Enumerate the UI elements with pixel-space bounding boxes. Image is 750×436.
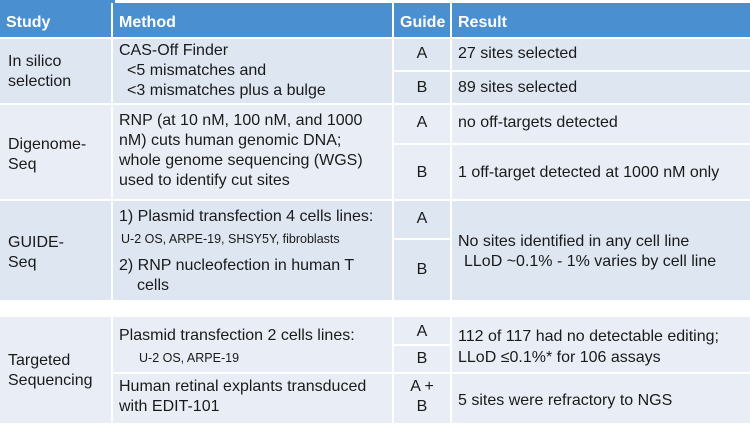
guide-seq-result-line-2: LLoD ~0.1% - 1% varies by cell line: [464, 253, 717, 270]
targeted-result-b-cell: 5 sites were refractory to NGS: [452, 374, 750, 423]
in-silico-guide-b-cell: B: [394, 72, 450, 103]
row-guide-seq-method: 1) Plasmid transfection 4 cells lines: U…: [113, 201, 392, 300]
digenome-method-line-1: RNP (at 10 nM, 100 nM, and 1000: [119, 112, 363, 129]
digenome-result-b-cell: 1 off-target detected at 1000 nM only: [452, 145, 750, 199]
targeted-result-a-cell: 112 of 117 had no detectable editing; LL…: [452, 317, 750, 372]
in-silico-method-line-2: <5 mismatches and: [127, 62, 267, 79]
digenome-result-a: no off-targets detected: [458, 114, 618, 131]
digenome-result-b: 1 off-target detected at 1000 nM only: [458, 164, 720, 181]
in-silico-guide-b: B: [416, 79, 428, 96]
guide-seq-result-line-1: No sites identified in any cell line: [458, 233, 690, 250]
guide-seq-guide-a: A: [416, 210, 428, 227]
digenome-method-line-4: used to identify cut sites: [119, 172, 290, 189]
guide-seq-guide-b: B: [416, 261, 428, 278]
guide-seq-method-b-line-1: 2) RNP nucleofection in human T: [119, 257, 355, 274]
row-digenome-study: Digenome- Seq: [0, 105, 111, 199]
targeted-result-a-line-1: 112 of 117 had no detectable editing;: [458, 328, 719, 345]
targeted-guide-a: A: [416, 323, 428, 340]
in-silico-method-line-3: <3 mismatches plus a bulge: [127, 82, 326, 99]
in-silico-guide-a-cell: A: [394, 39, 450, 70]
digenome-guide-b-cell: B: [394, 145, 450, 199]
targeted-guide-b-cell: B: [394, 346, 450, 372]
guide-seq-result-cell: No sites identified in any cell line LLo…: [452, 201, 750, 300]
digenome-method-line-3: whole genome sequencing (WGS): [119, 152, 363, 169]
digenome-study-line-2: Seq: [8, 156, 37, 173]
header-guide: Guide: [394, 3, 450, 37]
targeted-guide-a-cell: A: [394, 317, 450, 344]
in-silico-result-a: 27 sites selected: [458, 45, 578, 62]
guide-seq-guide-b-cell: B: [394, 240, 450, 300]
digenome-result-a-cell: no off-targets detected: [452, 105, 750, 143]
targeted-result-a-line-2: LLoD ≤0.1%* for 106 assays: [458, 349, 661, 366]
header-result: Result: [452, 3, 750, 37]
row-digenome-method: RNP (at 10 nM, 100 nM, and 1000 nM) cuts…: [113, 105, 392, 199]
targeted-guide-c-line-1: A +: [410, 378, 434, 395]
targeted-study-line-2: Sequencing: [8, 372, 93, 389]
row-in-silico-study: In silico selection: [0, 39, 111, 103]
header-study: Study: [0, 3, 111, 37]
targeted-method-b-line-1: Human retinal explants transduced: [119, 378, 367, 395]
guide-seq-method-a-line-1: 1) Plasmid transfection 4 cells lines:: [119, 208, 374, 225]
guide-seq-method-a-line-2: U-2 OS, ARPE-19, SHSY5Y, fibroblasts: [121, 232, 340, 246]
row-targeted-method-a: Plasmid transfection 2 cells lines: U-2 …: [113, 317, 392, 372]
targeted-study-line-1: Targeted: [8, 352, 71, 369]
targeted-method-a-line-2: U-2 OS, ARPE-19: [139, 351, 240, 365]
in-silico-study-line-1: In silico: [8, 53, 62, 70]
digenome-guide-a: A: [416, 114, 428, 131]
row-targeted-method-b: Human retinal explants transduced with E…: [113, 374, 392, 423]
in-silico-study-line-2: selection: [8, 73, 72, 90]
digenome-method-line-2: nM) cuts human genomic DNA;: [119, 132, 342, 149]
guide-seq-study-line-2: Seq: [8, 254, 37, 271]
digenome-study-line-1: Digenome-: [8, 136, 87, 153]
targeted-result-b: 5 sites were refractory to NGS: [458, 392, 673, 409]
guide-seq-study-line-1: GUIDE-: [8, 234, 64, 251]
in-silico-guide-a: A: [416, 45, 428, 62]
digenome-guide-a-cell: A: [394, 105, 450, 143]
in-silico-result-a-cell: 27 sites selected: [452, 39, 750, 70]
in-silico-method-line-1: CAS-Off Finder: [119, 42, 229, 59]
targeted-guide-c-cell: A + B: [394, 374, 450, 423]
row-targeted-study: Targeted Sequencing: [0, 317, 111, 423]
in-silico-result-b-cell: 89 sites selected: [452, 72, 750, 103]
targeted-method-a-line-1: Plasmid transfection 2 cells lines:: [119, 327, 355, 344]
in-silico-result-b: 89 sites selected: [458, 79, 578, 96]
guide-seq-guide-a-cell: A: [394, 201, 450, 238]
row-guide-seq-study: GUIDE- Seq: [0, 201, 111, 300]
digenome-guide-b: B: [416, 164, 428, 181]
row-in-silico-method: CAS-Off Finder <5 mismatches and <3 mism…: [113, 39, 392, 103]
guide-seq-method-b-line-2: cells: [137, 277, 170, 294]
header-method: Method: [113, 3, 392, 37]
header-stub: [0, 0, 115, 3]
targeted-guide-b: B: [416, 350, 428, 367]
targeted-guide-c-line-2: B: [416, 398, 428, 415]
targeted-method-b-line-2: with EDIT-101: [119, 398, 220, 415]
